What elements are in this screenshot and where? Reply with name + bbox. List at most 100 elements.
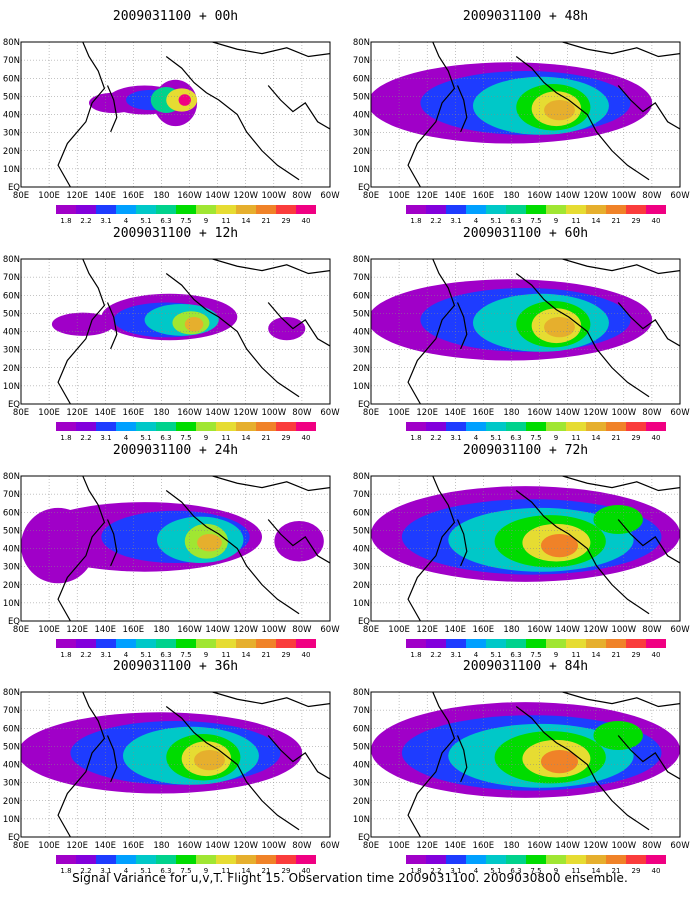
lon-tick-label: 120E xyxy=(66,191,88,201)
colorbar-swatch xyxy=(156,855,176,864)
colorbar-swatch xyxy=(236,855,256,864)
lon-tick-label: 160E xyxy=(473,408,495,418)
colorbar-swatch xyxy=(466,639,486,648)
coastline xyxy=(106,85,118,133)
colorbar-swatch xyxy=(426,639,446,648)
colorbar-level-label: 1.8 xyxy=(60,651,71,659)
map-panel: 2009031100 + 60h 80N 70N 60N 50N 40N 30N 20N 10N… xyxy=(353,226,690,442)
colorbar-swatch xyxy=(276,855,296,864)
lat-tick-label: 10N xyxy=(3,165,20,175)
colorbar-level-label: 7.5 xyxy=(530,217,541,225)
lon-tick-label: 120W xyxy=(233,408,258,418)
lon-tick-label: 80W xyxy=(292,191,312,201)
map-grid xyxy=(371,259,680,404)
lon-tick-label: 180 xyxy=(503,191,519,201)
map-frame xyxy=(20,691,331,838)
lat-tick-label: 70N xyxy=(353,490,370,500)
colorbar-swatch xyxy=(506,855,526,864)
colorbar: 1.8 2.2 3.1 4 5.1 6.3 7.5 9 11 14 21 29 40 xyxy=(56,422,316,442)
colorbar-swatch xyxy=(446,205,466,214)
lon-tick-label: 160E xyxy=(473,841,495,851)
colorbar-swatch xyxy=(506,639,526,648)
colorbar-level-label: 3.1 xyxy=(450,434,461,442)
colorbar-level-label: 14 xyxy=(242,651,251,659)
variance-field xyxy=(21,502,324,584)
lon-tick-label: 120E xyxy=(416,625,438,635)
map-panel: 2009031100 + 00h 80N 70N 60N 50N 40N 30N 20N 10N… xyxy=(3,9,340,225)
map-grid xyxy=(371,476,680,621)
colorbar-level-label: 21 xyxy=(612,217,621,225)
colorbar-swatch xyxy=(466,855,486,864)
colorbar-level-label: 40 xyxy=(302,651,311,659)
colorbar-swatch xyxy=(96,205,116,214)
lat-tick-label: 60N xyxy=(3,291,20,301)
colorbar-level-label: 5.1 xyxy=(490,217,501,225)
colorbar-swatch xyxy=(136,205,156,214)
colorbar-swatch xyxy=(216,205,236,214)
lon-tick-label: 80W xyxy=(292,841,312,851)
colorbar-swatch xyxy=(236,205,256,214)
colorbar-swatch xyxy=(136,855,156,864)
coastline xyxy=(515,273,650,398)
map-panel: 2009031100 + 12h 80N 70N 60N 50N 40N 30N 20N 10N… xyxy=(3,226,340,442)
lon-tick-label: 100E xyxy=(38,408,60,418)
colorbar-swatch xyxy=(606,855,626,864)
colorbar-swatch xyxy=(256,855,276,864)
lat-tick-label: 20N xyxy=(3,797,20,807)
colorbar-swatch xyxy=(426,205,446,214)
lon-tick-label: 80W xyxy=(642,408,662,418)
lat-tick-label: 40N xyxy=(3,328,20,338)
lon-tick-label: 160W xyxy=(177,841,202,851)
colorbar-level-label: 11 xyxy=(222,434,231,442)
lon-tick-label: 140E xyxy=(444,191,466,201)
coastline xyxy=(562,476,680,492)
lat-tick-label: 20N xyxy=(353,581,370,591)
lat-tick-label: EQ xyxy=(8,400,20,410)
colorbar-swatch xyxy=(586,205,606,214)
colorbar-level-label: 3.1 xyxy=(100,434,111,442)
lat-tick-label: 20N xyxy=(353,797,370,807)
colorbar: 1.8 2.2 3.1 4 5.1 6.3 7.5 9 11 14 21 29 40 xyxy=(56,639,316,659)
lat-tick-label: 50N xyxy=(3,526,20,536)
colorbar-level-label: 6.3 xyxy=(160,434,171,442)
colorbar-level-label: 9 xyxy=(554,217,558,225)
coastline xyxy=(407,476,456,621)
lat-tick-label: 30N xyxy=(353,346,370,356)
lat-tick-label: 40N xyxy=(3,111,20,121)
panel-title: 2009031100 + 72h xyxy=(463,443,588,458)
lat-tick-label: 70N xyxy=(353,56,370,66)
lat-tick-label: 80N xyxy=(353,38,370,48)
colorbar-swatch xyxy=(176,855,196,864)
colorbar-level-label: 1.8 xyxy=(60,867,71,875)
lon-tick-label: 80E xyxy=(363,408,379,418)
colorbar-swatch xyxy=(566,639,586,648)
colorbar-swatch xyxy=(296,639,316,648)
panel-title: 2009031100 + 48h xyxy=(463,9,588,24)
lon-tick-label: 160W xyxy=(527,191,552,201)
colorbar-swatch xyxy=(256,639,276,648)
coastline xyxy=(562,42,680,58)
colorbar-level-label: 14 xyxy=(592,434,601,442)
colorbar-swatch xyxy=(486,855,506,864)
lon-tick-label: 140W xyxy=(555,191,580,201)
colorbar-swatch xyxy=(406,855,426,864)
lon-tick-label: 80W xyxy=(642,191,662,201)
colorbar-level-label: 11 xyxy=(572,434,581,442)
variance-field xyxy=(51,293,306,341)
colorbar-level-label: 2.2 xyxy=(430,434,441,442)
lat-tick-label: 80N xyxy=(3,472,20,482)
coastlines xyxy=(407,42,680,187)
lat-tick-label: 70N xyxy=(353,706,370,716)
colorbar-level-label: 9 xyxy=(204,651,208,659)
coastlines xyxy=(57,42,330,187)
colorbar-swatch xyxy=(176,639,196,648)
colorbar-level-label: 7.5 xyxy=(180,217,191,225)
coastline xyxy=(57,259,106,404)
colorbar-level-label: 2.2 xyxy=(80,434,91,442)
colorbar-level-label: 7.5 xyxy=(180,867,191,875)
lon-tick-label: 100E xyxy=(388,191,410,201)
colorbar-swatch xyxy=(156,422,176,431)
colorbar-swatch xyxy=(216,639,236,648)
lat-tick-label: 40N xyxy=(353,111,370,121)
coastline xyxy=(515,490,650,615)
